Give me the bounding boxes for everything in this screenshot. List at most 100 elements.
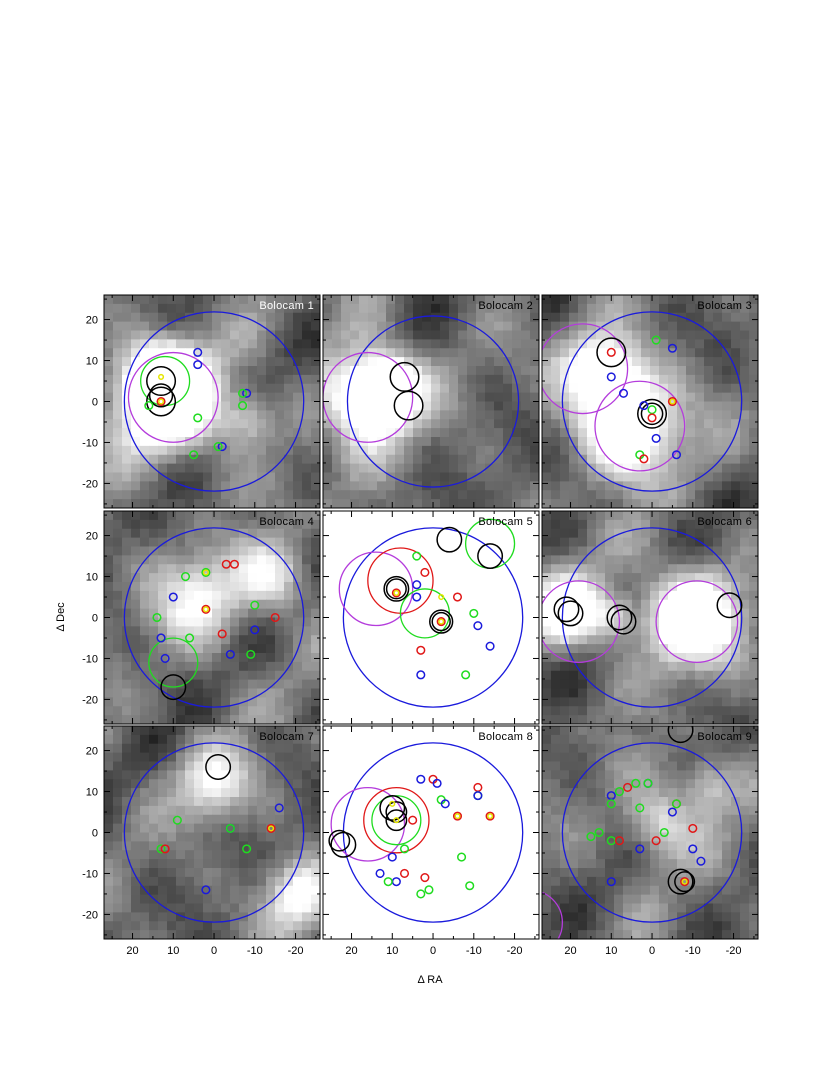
image-pixel (569, 499, 579, 508)
image-pixel (458, 357, 468, 367)
image-pixel (668, 644, 678, 654)
image-pixel (569, 511, 579, 521)
image-pixel (569, 859, 579, 869)
image-pixel (731, 688, 741, 698)
image-pixel (239, 903, 249, 913)
image-pixel (686, 823, 696, 834)
image-pixel (578, 859, 588, 869)
image-pixel (332, 454, 342, 465)
image-pixel (185, 499, 195, 508)
image-pixel (131, 715, 141, 724)
image-pixel (203, 437, 213, 447)
image-pixel (239, 582, 249, 592)
image-pixel (731, 546, 741, 556)
image-pixel (704, 859, 714, 869)
image-pixel (641, 679, 651, 690)
image-pixel (677, 303, 687, 314)
red-source-marker (623, 782, 633, 792)
image-pixel (113, 797, 123, 807)
image-pixel (641, 472, 651, 482)
image-pixel (275, 499, 285, 508)
image-pixel (275, 841, 285, 851)
image-pixel (167, 555, 177, 565)
image-pixel (113, 894, 123, 905)
image-pixel (248, 481, 258, 491)
image-pixel (275, 626, 285, 636)
image-pixel (185, 706, 195, 716)
image-pixel (167, 590, 177, 601)
image-pixel (740, 868, 750, 878)
image-pixel (650, 779, 660, 789)
image-pixel (302, 564, 312, 574)
image-pixel (623, 490, 633, 500)
image-pixel (239, 752, 249, 763)
image-pixel (293, 679, 303, 690)
image-pixel (341, 437, 351, 447)
image-pixel (641, 814, 651, 825)
image-pixel (731, 805, 741, 816)
image-pixel (413, 410, 423, 420)
image-pixel (104, 752, 114, 763)
image-pixel (596, 339, 606, 349)
image-pixel (713, 921, 723, 931)
image-pixel (167, 428, 177, 438)
image-pixel (569, 850, 579, 860)
image-pixel (377, 374, 387, 385)
image-pixel (587, 295, 597, 305)
image-pixel (257, 697, 267, 707)
image-pixel (668, 410, 678, 420)
image-pixel (740, 366, 750, 376)
image-pixel (149, 697, 159, 707)
image-pixel (221, 437, 231, 447)
image-pixel (749, 348, 758, 358)
image-pixel (131, 383, 141, 394)
x-tick-label: 20 (126, 945, 138, 957)
panel-label-9: Bolocam 9 (697, 731, 752, 743)
image-pixel (587, 481, 597, 491)
image-pixel (749, 555, 758, 565)
image-pixel (149, 511, 159, 521)
image-pixel (632, 499, 642, 508)
image-pixel (551, 797, 561, 807)
image-pixel (578, 383, 588, 394)
image-pixel (749, 528, 758, 539)
image-pixel (614, 912, 624, 922)
image-pixel (686, 499, 696, 508)
image-pixel (422, 437, 432, 447)
image-pixel (560, 330, 570, 340)
image-pixel (140, 321, 150, 332)
image-pixel (185, 670, 195, 681)
image-pixel (413, 383, 423, 394)
image-pixel (311, 366, 320, 376)
image-pixel (122, 383, 132, 394)
image-pixel (140, 463, 150, 474)
image-pixel (104, 805, 114, 816)
image-pixel (542, 546, 552, 556)
image-pixel (578, 437, 588, 447)
image-pixel (185, 428, 195, 438)
image-pixel (284, 761, 294, 771)
image-pixel (350, 401, 360, 411)
image-pixel (113, 303, 123, 314)
panel-ticks (323, 726, 539, 939)
image-pixel (122, 321, 132, 332)
image-pixel (176, 743, 186, 754)
image-pixel (623, 339, 633, 349)
image-pixel (686, 528, 696, 539)
image-pixel (203, 885, 213, 896)
image-pixel (221, 885, 231, 896)
image-pixel (578, 366, 588, 376)
image-pixel (551, 823, 561, 834)
image-pixel (104, 374, 114, 385)
image-pixel (485, 357, 495, 367)
image-pixel (686, 303, 696, 314)
image-pixel (605, 339, 615, 349)
image-pixel (704, 903, 714, 913)
image-pixel (311, 885, 320, 896)
image-pixel (449, 437, 459, 447)
image-pixel (521, 348, 531, 358)
image-pixel (395, 357, 405, 367)
image-pixel (731, 590, 741, 601)
image-pixel (350, 348, 360, 358)
red-source-marker (399, 868, 410, 879)
